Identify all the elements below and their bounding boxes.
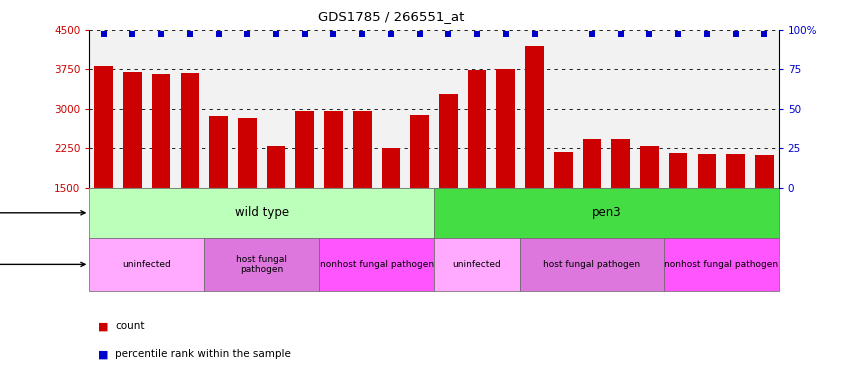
Bar [204,238,319,291]
Bar [640,146,659,188]
Bar [698,154,717,188]
Text: infection: infection [0,260,85,269]
Bar [89,188,434,238]
Text: ■: ■ [98,350,108,359]
Bar [669,153,688,188]
Text: genotype/variation: genotype/variation [0,208,85,218]
Text: host fungal pathogen: host fungal pathogen [544,260,641,269]
Bar [123,72,142,188]
Bar [439,93,458,188]
Bar [554,152,573,188]
Text: nonhost fungal pathogen: nonhost fungal pathogen [664,260,779,269]
Text: nonhost fungal pathogen: nonhost fungal pathogen [319,260,434,269]
Bar [151,74,170,188]
Bar [295,111,314,188]
Bar [324,111,343,188]
Bar [266,146,285,188]
Bar [583,139,602,188]
Bar [664,238,779,291]
Bar [209,116,228,188]
Text: uninfected: uninfected [453,260,501,269]
Bar [180,73,199,188]
Text: pen3: pen3 [591,206,621,219]
Text: count: count [115,321,145,331]
Bar [468,70,487,188]
Bar [525,46,544,188]
Bar [496,69,515,188]
Text: GDS1785 / 266551_at: GDS1785 / 266551_at [318,10,465,23]
Text: percentile rank within the sample: percentile rank within the sample [115,350,291,359]
Bar [89,238,204,291]
Text: wild type: wild type [235,206,288,219]
Bar [381,148,400,188]
Bar [410,115,429,188]
Text: host fungal
pathogen: host fungal pathogen [237,255,287,274]
Bar [434,238,520,291]
Bar [434,188,779,238]
Bar [238,118,257,188]
Bar [520,238,664,291]
Bar [319,238,434,291]
Bar [611,139,630,188]
Bar [726,154,745,188]
Text: uninfected: uninfected [123,260,171,269]
Bar [353,111,372,188]
Bar [94,66,113,188]
Text: ■: ■ [98,321,108,331]
Bar [755,155,774,188]
